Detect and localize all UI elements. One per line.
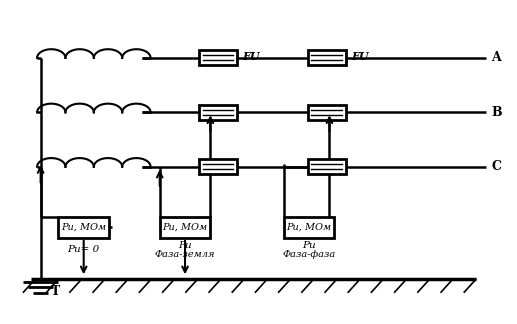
Text: Ри= 0: Ри= 0: [68, 245, 100, 254]
Text: Ри: Ри: [302, 241, 316, 250]
FancyBboxPatch shape: [160, 217, 210, 237]
Text: C: C: [492, 160, 501, 173]
FancyBboxPatch shape: [199, 159, 237, 174]
Text: FU: FU: [242, 51, 260, 62]
FancyBboxPatch shape: [199, 105, 237, 120]
Text: Фаза-земля: Фаза-земля: [155, 250, 215, 259]
Text: FU: FU: [351, 51, 369, 62]
FancyBboxPatch shape: [308, 105, 346, 120]
Text: B: B: [492, 106, 502, 119]
Text: Ри: Ри: [178, 241, 192, 250]
Text: Ри, МОм: Ри, МОм: [162, 223, 208, 232]
FancyBboxPatch shape: [199, 51, 237, 65]
FancyBboxPatch shape: [308, 159, 346, 174]
Text: A: A: [492, 52, 501, 64]
Text: T: T: [51, 285, 60, 298]
Text: Фаза-фаза: Фаза-фаза: [283, 250, 336, 259]
Text: Ри, МОм: Ри, МОм: [286, 223, 332, 232]
Text: Ри, МОм: Ри, МОм: [61, 223, 107, 232]
FancyBboxPatch shape: [58, 217, 109, 237]
FancyBboxPatch shape: [284, 217, 334, 237]
FancyBboxPatch shape: [308, 51, 346, 65]
